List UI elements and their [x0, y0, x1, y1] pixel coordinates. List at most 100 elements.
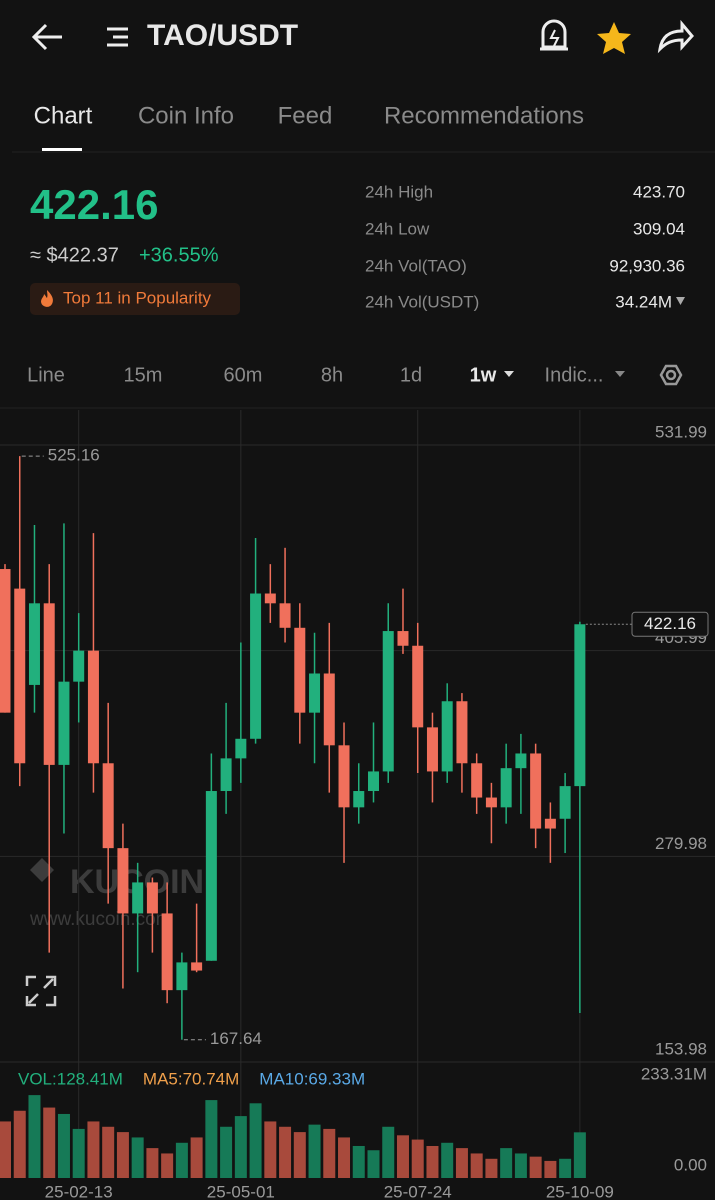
- candle-body: [191, 962, 203, 971]
- tab-underline: [42, 148, 82, 151]
- expand-icon[interactable]: [25, 975, 57, 1007]
- alert-icon[interactable]: [540, 19, 568, 51]
- candle-body: [500, 768, 512, 808]
- interval[interactable]: Line: [27, 364, 65, 386]
- candle-body: [161, 913, 173, 991]
- interval[interactable]: 8h: [321, 364, 343, 386]
- volume-bar: [249, 1103, 262, 1178]
- volume-bar: [72, 1128, 85, 1178]
- volume-bar: [544, 1160, 557, 1178]
- volume-legend: MA5:70.74M: [143, 1069, 239, 1088]
- tab-active[interactable]: Chart: [34, 102, 93, 129]
- candle-body: [353, 791, 365, 808]
- candle-body: [426, 727, 438, 772]
- candle-body: [102, 763, 114, 849]
- candle-body: [235, 738, 247, 759]
- candle-body: [132, 882, 144, 914]
- candle-body: [176, 962, 188, 991]
- pair-title: TAO/USDT: [147, 19, 298, 52]
- candle-body: [485, 797, 497, 808]
- tab[interactable]: Coin Info: [138, 102, 234, 129]
- candle-body: [87, 650, 99, 764]
- interval[interactable]: 1d: [400, 364, 422, 386]
- volume-bar: [426, 1145, 439, 1178]
- dropdown-arrow: [504, 371, 514, 377]
- x-tick-label: 25-07-24: [384, 1182, 452, 1200]
- candle-body: [412, 645, 424, 728]
- favorite-star[interactable]: [597, 22, 631, 54]
- last-price: 422.16: [30, 181, 158, 228]
- volume-bar: [279, 1126, 292, 1178]
- interval[interactable]: 60m: [224, 364, 263, 386]
- stat-value: 309.04: [633, 219, 685, 238]
- candle-body: [471, 763, 483, 798]
- volume-bar: [264, 1121, 277, 1178]
- volume-bar: [485, 1158, 498, 1178]
- y-tick-label: 233.31M: [641, 1064, 707, 1083]
- candle-body: [146, 882, 158, 914]
- volume-bar: [352, 1145, 365, 1178]
- x-tick-label: 25-05-01: [207, 1182, 275, 1200]
- watermark-url: www.kucoin.com: [29, 909, 172, 930]
- volume-bar: [87, 1121, 100, 1178]
- candle-body: [205, 791, 217, 961]
- volume-bar: [175, 1142, 188, 1178]
- volume-bar: [308, 1124, 321, 1178]
- fiat-price: ≈ $422.37: [30, 244, 119, 266]
- interval-active[interactable]: 1w: [470, 364, 497, 386]
- candle-body: [574, 624, 586, 787]
- popularity-badge[interactable]: [30, 283, 240, 315]
- last-price-tag-text: 422.16: [644, 614, 696, 633]
- candle-body: [28, 603, 40, 685]
- stat-value[interactable]: 34.24M: [615, 292, 672, 311]
- volume-bar: [514, 1153, 527, 1178]
- candle-body: [58, 681, 70, 765]
- candle-body: [515, 753, 527, 769]
- candle-body: [264, 593, 276, 604]
- candle-body: [530, 753, 542, 829]
- share-icon[interactable]: [657, 19, 694, 54]
- annotation-label: 167.64: [210, 1029, 262, 1048]
- volume-bar: [293, 1132, 306, 1178]
- volume-bar: [146, 1148, 159, 1178]
- price-change: +36.55%: [139, 244, 219, 266]
- volume-bar: [190, 1137, 203, 1178]
- interval[interactable]: 15m: [124, 364, 163, 386]
- volume-bar: [455, 1148, 468, 1178]
- badge-text: Top 11 in Popularity: [63, 288, 212, 307]
- volume-bar: [382, 1126, 395, 1178]
- candle-body: [294, 627, 306, 713]
- annotation-label: 525.16: [48, 446, 100, 465]
- candle-body: [14, 588, 26, 764]
- tab[interactable]: Feed: [278, 102, 333, 129]
- indicators[interactable]: Indic...: [545, 364, 604, 386]
- volume-bar: [441, 1142, 454, 1178]
- volume-bar: [57, 1113, 70, 1178]
- volume-bar: [0, 1121, 11, 1178]
- volume-bar: [411, 1139, 424, 1178]
- y-tick-label: 0.00: [674, 1155, 707, 1174]
- stat-label: 24h High: [365, 182, 433, 201]
- volume-bar: [28, 1095, 41, 1178]
- tab[interactable]: Recommendations: [384, 102, 584, 129]
- volume-bar: [500, 1148, 513, 1178]
- volume-bar: [367, 1150, 380, 1178]
- volume-bar: [220, 1126, 233, 1178]
- volume-bar: [559, 1158, 572, 1178]
- back-button[interactable]: [31, 23, 62, 51]
- settings-icon[interactable]: [659, 364, 683, 386]
- volume-bar: [161, 1153, 174, 1178]
- volume-bar: [470, 1153, 483, 1178]
- y-tick-label: 153.98: [655, 1039, 707, 1058]
- candle-body: [397, 631, 409, 646]
- candle-body: [0, 569, 11, 713]
- dropdown-arrow: [615, 371, 625, 377]
- volume-bar: [13, 1110, 26, 1178]
- stat-value: 423.70: [633, 182, 685, 201]
- volume-bar: [529, 1156, 542, 1178]
- volume-bar: [205, 1100, 218, 1178]
- menu-icon[interactable]: [107, 27, 128, 47]
